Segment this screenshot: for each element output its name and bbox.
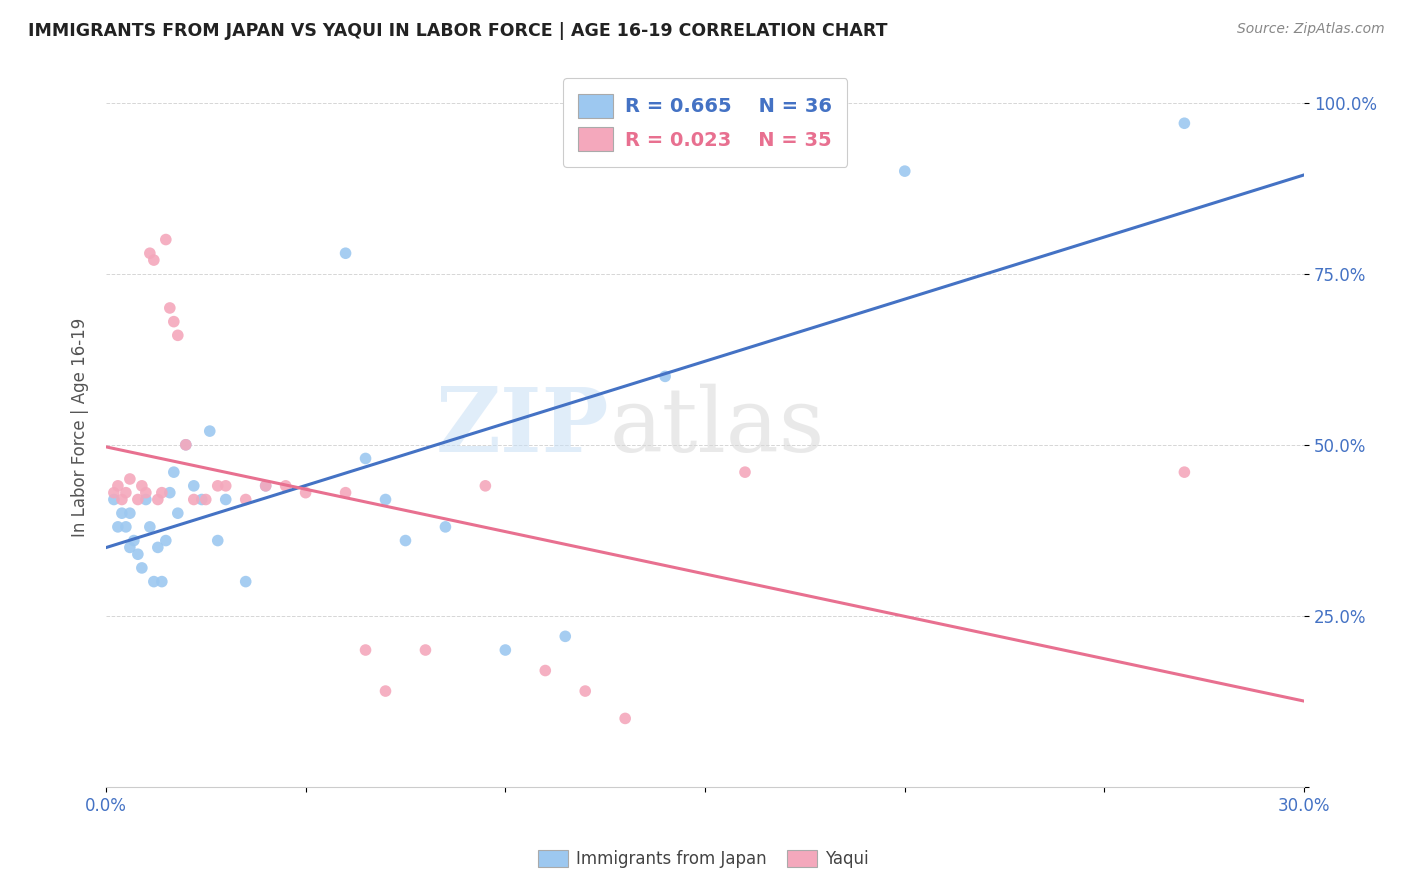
Point bbox=[142, 253, 165, 268]
Point bbox=[494, 643, 516, 657]
Legend: Immigrants from Japan, Yaqui: Immigrants from Japan, Yaqui bbox=[531, 843, 875, 875]
Point bbox=[215, 492, 238, 507]
Point bbox=[163, 465, 186, 479]
Point bbox=[103, 492, 125, 507]
Point bbox=[207, 479, 229, 493]
Text: ZIP: ZIP bbox=[436, 384, 609, 471]
Point bbox=[374, 492, 396, 507]
Point bbox=[1173, 465, 1195, 479]
Point bbox=[198, 424, 221, 438]
Point bbox=[183, 492, 205, 507]
Point bbox=[294, 485, 316, 500]
Point bbox=[118, 506, 141, 520]
Point bbox=[235, 492, 257, 507]
Point bbox=[254, 479, 277, 493]
Point bbox=[118, 541, 141, 555]
Point bbox=[207, 533, 229, 548]
Text: IMMIGRANTS FROM JAPAN VS YAQUI IN LABOR FORCE | AGE 16-19 CORRELATION CHART: IMMIGRANTS FROM JAPAN VS YAQUI IN LABOR … bbox=[28, 22, 887, 40]
Point bbox=[155, 233, 177, 247]
Point bbox=[354, 451, 377, 466]
Point bbox=[139, 520, 162, 534]
Point bbox=[118, 472, 141, 486]
Point bbox=[115, 520, 138, 534]
Point bbox=[139, 246, 162, 260]
Point bbox=[174, 438, 197, 452]
Point bbox=[394, 533, 416, 548]
Point bbox=[734, 465, 756, 479]
Point bbox=[146, 541, 169, 555]
Point bbox=[111, 492, 134, 507]
Point bbox=[274, 479, 297, 493]
Point bbox=[111, 506, 134, 520]
Point bbox=[131, 479, 153, 493]
Point bbox=[127, 547, 149, 561]
Point bbox=[166, 328, 188, 343]
Point bbox=[103, 485, 125, 500]
Point bbox=[434, 520, 457, 534]
Point bbox=[374, 684, 396, 698]
Point bbox=[150, 485, 173, 500]
Point bbox=[135, 492, 157, 507]
Point bbox=[335, 485, 357, 500]
Y-axis label: In Labor Force | Age 16-19: In Labor Force | Age 16-19 bbox=[72, 318, 89, 537]
Point bbox=[159, 485, 181, 500]
Point bbox=[166, 506, 188, 520]
Point bbox=[146, 492, 169, 507]
Point bbox=[254, 479, 277, 493]
Point bbox=[131, 561, 153, 575]
Point bbox=[534, 664, 557, 678]
Point bbox=[122, 533, 145, 548]
Point bbox=[894, 164, 917, 178]
Point bbox=[574, 684, 596, 698]
Point bbox=[183, 479, 205, 493]
Point bbox=[115, 485, 138, 500]
Point bbox=[215, 479, 238, 493]
Point bbox=[163, 315, 186, 329]
Point bbox=[127, 492, 149, 507]
Point bbox=[191, 492, 214, 507]
Point bbox=[654, 369, 676, 384]
Text: atlas: atlas bbox=[609, 384, 824, 471]
Point bbox=[142, 574, 165, 589]
Legend: R = 0.665    N = 36, R = 0.023    N = 35: R = 0.665 N = 36, R = 0.023 N = 35 bbox=[562, 78, 848, 167]
Point bbox=[155, 533, 177, 548]
Point bbox=[415, 643, 437, 657]
Point bbox=[554, 629, 576, 643]
Text: Source: ZipAtlas.com: Source: ZipAtlas.com bbox=[1237, 22, 1385, 37]
Point bbox=[174, 438, 197, 452]
Point bbox=[150, 574, 173, 589]
Point bbox=[107, 520, 129, 534]
Point bbox=[135, 485, 157, 500]
Point bbox=[354, 643, 377, 657]
Point bbox=[235, 574, 257, 589]
Point bbox=[159, 301, 181, 315]
Point bbox=[107, 479, 129, 493]
Point bbox=[335, 246, 357, 260]
Point bbox=[474, 479, 496, 493]
Point bbox=[194, 492, 217, 507]
Point bbox=[614, 711, 637, 725]
Point bbox=[1173, 116, 1195, 130]
